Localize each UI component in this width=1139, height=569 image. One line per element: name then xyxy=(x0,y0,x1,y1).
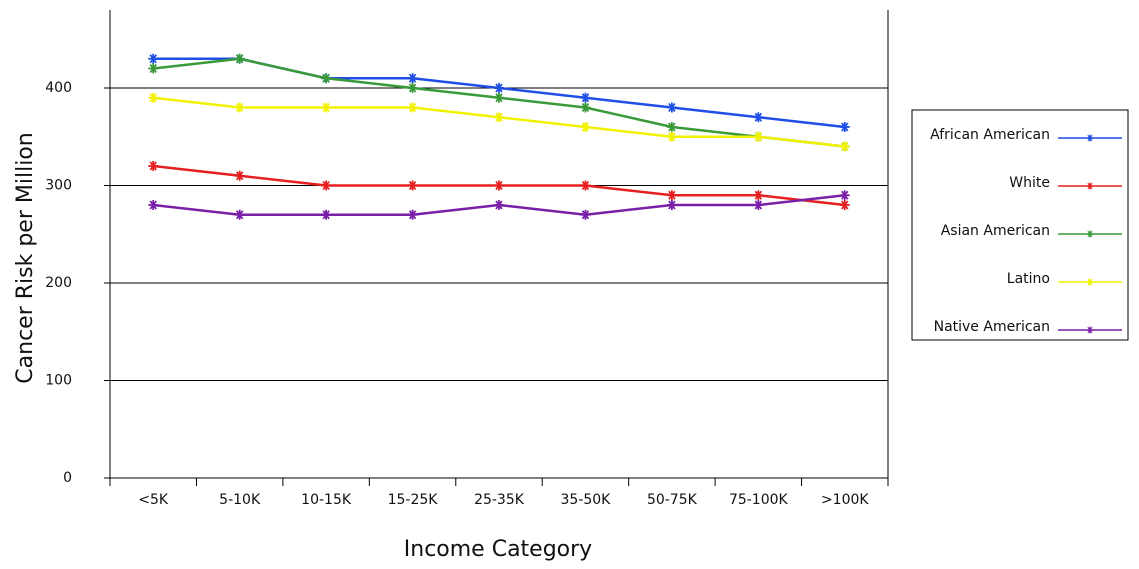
point-marker xyxy=(753,190,764,201)
point-marker xyxy=(234,102,245,113)
point-marker xyxy=(494,112,504,123)
legend-marker xyxy=(1086,134,1094,142)
x-axis-title: Income Category xyxy=(404,537,592,562)
point-marker xyxy=(321,209,332,220)
point-marker xyxy=(666,122,677,132)
point-marker xyxy=(580,180,591,191)
point-marker xyxy=(321,102,332,113)
x-tick-label: 35-50K xyxy=(561,492,612,508)
point-marker xyxy=(494,83,504,93)
point-marker xyxy=(666,102,677,113)
point-marker xyxy=(234,53,245,64)
legend-label: Asian American xyxy=(941,223,1050,239)
point-marker xyxy=(753,112,764,123)
point-marker xyxy=(148,92,159,103)
point-marker xyxy=(753,131,764,142)
y-tick-label: 0 xyxy=(63,470,72,486)
y-tick-label: 300 xyxy=(45,178,72,194)
legend-marker xyxy=(1086,230,1094,238)
x-tick-label: >100K xyxy=(821,492,869,508)
point-marker xyxy=(580,102,591,113)
point-marker xyxy=(753,200,764,210)
legend-label: White xyxy=(1009,175,1050,191)
point-marker xyxy=(666,131,677,142)
legend-label: Native American xyxy=(934,319,1050,335)
point-marker xyxy=(234,170,245,181)
legend-box xyxy=(911,109,1129,341)
point-marker xyxy=(839,190,850,201)
point-marker xyxy=(407,102,418,113)
point-marker xyxy=(407,83,418,93)
point-marker xyxy=(148,53,159,64)
legend-label: African American xyxy=(930,127,1050,143)
point-marker xyxy=(839,141,850,152)
point-marker xyxy=(666,190,677,201)
legend-marker xyxy=(1086,278,1094,286)
point-marker xyxy=(839,200,850,210)
point-marker xyxy=(148,161,159,171)
legend-label: Latino xyxy=(1007,271,1050,287)
point-marker xyxy=(407,209,418,220)
point-marker xyxy=(321,73,332,84)
point-marker xyxy=(494,92,504,103)
point-marker xyxy=(580,122,591,132)
point-marker xyxy=(321,180,332,191)
y-tick-label: 200 xyxy=(45,275,72,291)
x-tick-label: 10-15K xyxy=(301,492,352,508)
x-tick-label: <5K xyxy=(138,492,169,508)
x-tick-label: 25-35K xyxy=(474,492,525,508)
legend-marker xyxy=(1086,326,1094,334)
point-marker xyxy=(839,122,850,132)
y-tick-label: 100 xyxy=(45,373,72,389)
x-tick-label: 15-25K xyxy=(388,492,439,508)
x-tick-label: 50-75K xyxy=(647,492,698,508)
point-marker xyxy=(580,209,591,220)
legend-marker xyxy=(1086,182,1094,190)
point-marker xyxy=(666,200,677,210)
point-marker xyxy=(494,200,504,210)
point-marker xyxy=(580,92,591,103)
point-marker xyxy=(234,209,245,220)
y-axis-title: Cancer Risk per Million xyxy=(13,132,38,383)
point-marker xyxy=(148,200,159,210)
point-marker xyxy=(407,73,418,84)
x-tick-label: 75-100K xyxy=(729,492,789,508)
point-marker xyxy=(148,63,159,74)
point-marker xyxy=(494,180,504,191)
point-marker xyxy=(407,180,418,191)
y-tick-label: 400 xyxy=(45,80,72,96)
x-tick-label: 5-10K xyxy=(219,492,261,508)
